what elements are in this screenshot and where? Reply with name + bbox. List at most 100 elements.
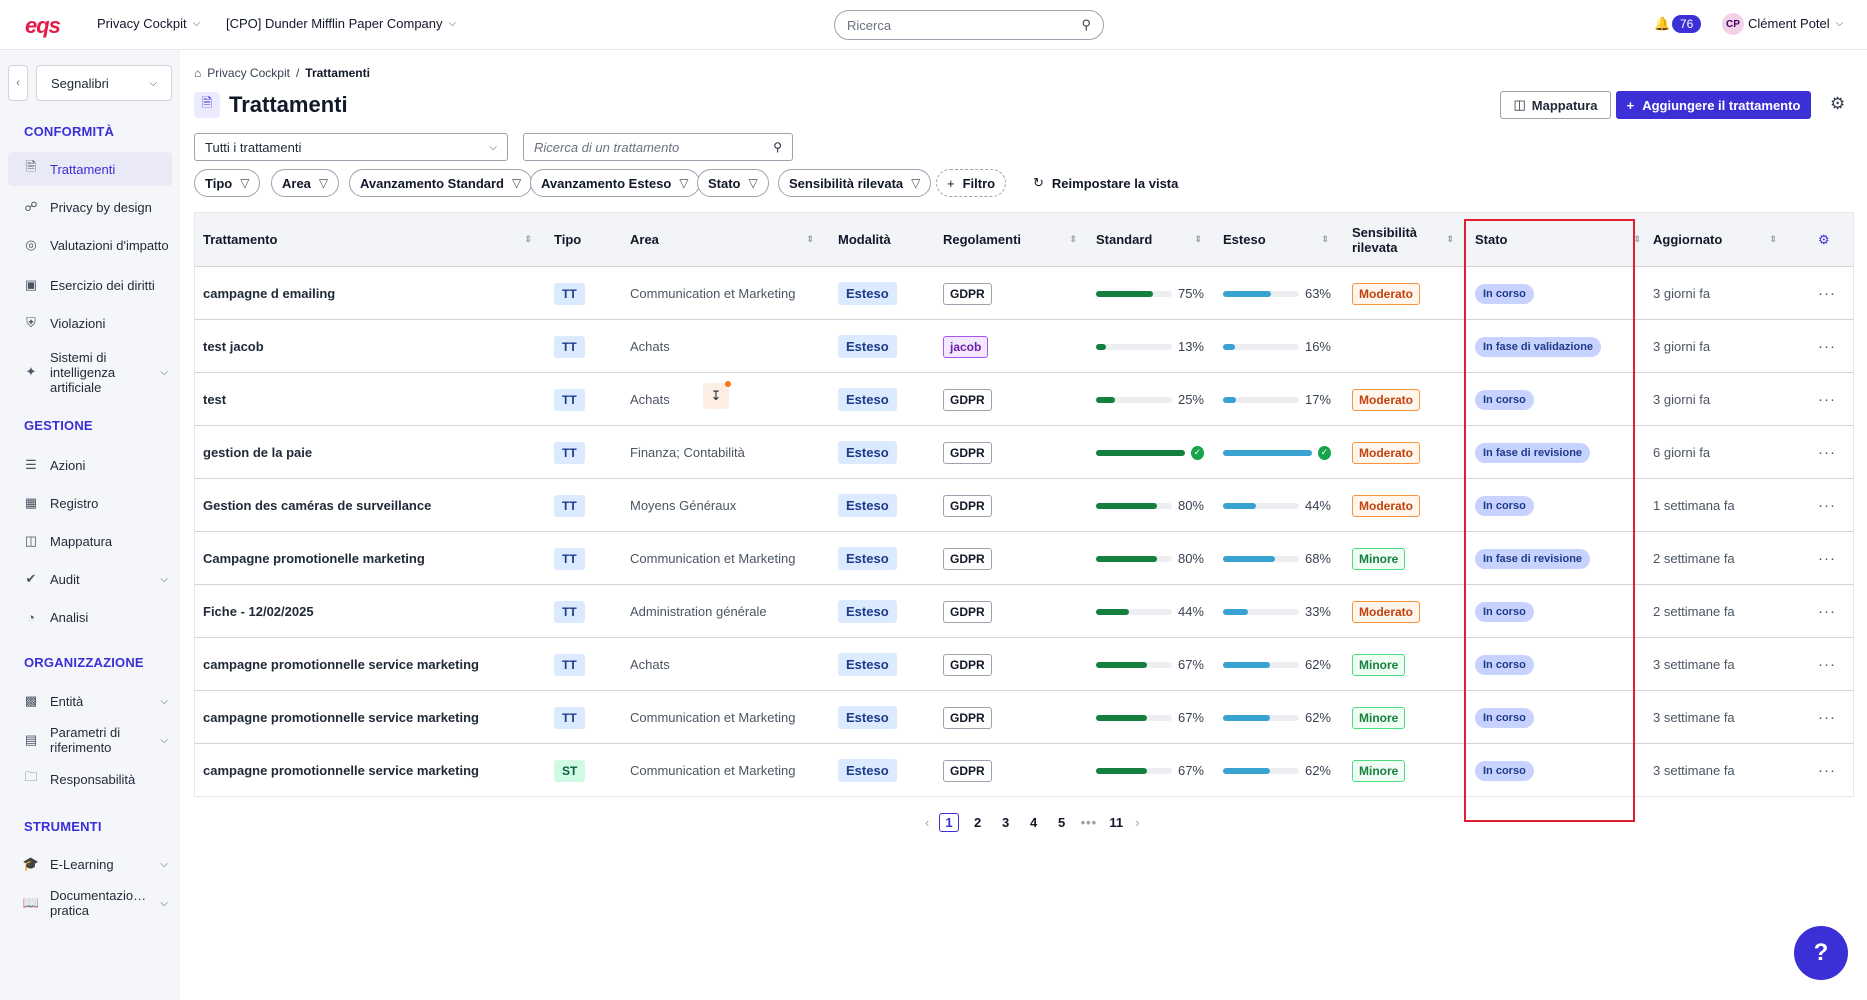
sidebar-item-responsabilita[interactable]: 🗀 Responsabilità [8, 762, 172, 796]
sidebar-item-valutazioni[interactable]: ◎ Valutazioni d'impatto [8, 228, 172, 262]
column-header-tipo[interactable]: Tipo [546, 213, 606, 266]
more-icon[interactable]: ··· [1818, 338, 1836, 355]
sidebar-item-trattamenti[interactable]: 🗎 Trattamenti [8, 152, 172, 186]
page-5[interactable]: 5 [1057, 815, 1066, 830]
sidebar-item-registro[interactable]: ▦ Registro [8, 486, 172, 520]
treatment-search-input[interactable] [534, 139, 754, 155]
breadcrumb-root[interactable]: Privacy Cockpit [207, 66, 290, 80]
search-icon[interactable]: ⚲ [1081, 17, 1091, 32]
table-row[interactable]: campagne promotionnelle service marketin… [195, 743, 1853, 796]
treatment-name[interactable]: Fiche - 12/02/2025 [203, 604, 314, 619]
treatment-name[interactable]: Gestion des caméras de surveillance [203, 498, 432, 513]
company-switcher[interactable]: [CPO] Dunder Mifflin Paper Company ⌵ [226, 16, 456, 31]
help-chat-button[interactable]: ? [1794, 926, 1848, 980]
sort-icon[interactable]: ⇕ [806, 234, 814, 244]
filter-chip-stato[interactable]: Stato ▽ [697, 169, 769, 197]
filter-chip-avanzamento-standard[interactable]: Avanzamento Standard ▽ [349, 169, 533, 197]
user-menu[interactable]: Clément Potel ⌵ [1748, 16, 1843, 31]
column-header-trattamento[interactable]: Trattamento ⇕ [195, 213, 540, 266]
sort-icon[interactable]: ⇕ [1321, 234, 1329, 244]
pagination-ellipsis[interactable]: ••• [1080, 815, 1098, 830]
table-row[interactable]: test jacob TT Achats Esteso jacob 13% 16… [195, 319, 1853, 372]
sort-icon[interactable]: ⇕ [1194, 234, 1202, 244]
filter-chip-tipo[interactable]: Tipo ▽ [194, 169, 261, 197]
sort-icon[interactable]: ⇕ [1069, 234, 1077, 244]
add-filter-button[interactable]: + Filtro [936, 169, 1007, 197]
treatment-search[interactable]: ⚲ [523, 133, 793, 161]
sort-icon[interactable]: ⇕ [1769, 234, 1777, 244]
more-icon[interactable]: ··· [1818, 444, 1836, 461]
table-row[interactable]: campagne promotionnelle service marketin… [195, 690, 1853, 743]
prev-page-icon[interactable]: ‹ [925, 815, 930, 830]
treatment-name[interactable]: campagne promotionnelle service marketin… [203, 710, 479, 725]
more-icon[interactable]: ··· [1818, 550, 1836, 567]
treatment-name[interactable]: Campagne promotionelle marketing [203, 551, 425, 566]
sidebar-item-esercizio[interactable]: ▣ Esercizio dei diritti [8, 268, 172, 302]
sidebar-item-mappatura[interactable]: ◫ Mappatura [8, 524, 172, 558]
more-icon[interactable]: ··· [1818, 762, 1836, 779]
table-row[interactable]: campagne d emailing TT Communication et … [195, 266, 1853, 319]
more-icon[interactable]: ··· [1818, 709, 1836, 726]
collapse-sidebar-button[interactable]: ‹ [8, 65, 28, 101]
column-header-area[interactable]: Area ⇕ [622, 213, 822, 266]
page-3[interactable]: 3 [1001, 815, 1010, 830]
more-icon[interactable]: ··· [1818, 391, 1836, 408]
treatment-name[interactable]: campagne d emailing [203, 286, 336, 301]
import-icon[interactable]: ↧ [703, 381, 731, 409]
sidebar-item-analisi[interactable]: ◔ Analisi [8, 600, 172, 634]
more-icon[interactable]: ··· [1818, 285, 1836, 302]
eqs-logo[interactable]: eqs [25, 13, 61, 38]
page-11[interactable]: 11 [1109, 815, 1124, 830]
more-icon[interactable]: ··· [1818, 603, 1836, 620]
search-icon[interactable]: ⚲ [773, 140, 782, 154]
sort-icon[interactable]: ⇕ [1446, 234, 1454, 244]
next-page-icon[interactable]: › [1135, 815, 1140, 830]
sidebar-item-entita[interactable]: ▩ Entità ⌵ [8, 684, 172, 718]
table-row[interactable]: Campagne promotionelle marketing TT Comm… [195, 531, 1853, 584]
mappatura-button[interactable]: ◫ Mappatura [1500, 91, 1611, 119]
sort-icon[interactable]: ⇕ [524, 234, 532, 244]
table-row[interactable]: campagne promotionnelle service marketin… [195, 637, 1853, 690]
global-search[interactable]: ⚲ [834, 10, 1104, 40]
sidebar-item-parametri[interactable]: ▤ Parametri di riferimento ⌵ [8, 722, 172, 758]
sidebar-item-audit[interactable]: ✔ Audit ⌵ [8, 562, 172, 596]
app-switcher[interactable]: Privacy Cockpit ⌵ [97, 16, 200, 31]
sidebar-item-elearning[interactable]: 🎓 E-Learning ⌵ [8, 847, 172, 881]
treatment-name[interactable]: test [203, 392, 227, 407]
avatar[interactable]: CP [1722, 13, 1744, 35]
sidebar-item-azioni[interactable]: ☰ Azioni [8, 448, 172, 482]
gear-icon[interactable]: ⚙ [1818, 232, 1830, 247]
more-icon[interactable]: ··· [1818, 656, 1836, 673]
table-row[interactable]: gestion de la paie TT Finanza; Contabili… [195, 425, 1853, 478]
column-header-standard[interactable]: Standard ⇕ [1088, 213, 1210, 266]
treatment-name[interactable]: campagne promotionnelle service marketin… [203, 763, 479, 778]
treatments-view-select[interactable]: Tutti i trattamenti ⌵ [194, 133, 508, 161]
sidebar-item-sistemi-ia[interactable]: ✦ Sistemi di intelligenza artificiale ⌵ [8, 346, 172, 398]
filter-chip-sensibilita[interactable]: Sensibilità rilevata ▽ [778, 169, 932, 197]
bell-icon[interactable]: 🔔 [1654, 16, 1671, 31]
reset-view-button[interactable]: ↻ Reimpostare la vista [1033, 175, 1178, 191]
column-header-stato[interactable]: Stato ⇕ [1467, 213, 1641, 266]
treatment-name[interactable]: gestion de la paie [203, 445, 313, 460]
global-search-input[interactable] [847, 17, 1047, 33]
table-row[interactable]: test ↧ TT Achats Esteso GDPR 25% 17% Mod… [195, 372, 1853, 425]
page-1[interactable]: 1 [939, 813, 959, 832]
column-header-sensibilita[interactable]: Sensibilità rilevata ⇕ [1344, 213, 1462, 266]
notification-count-badge[interactable]: 76 [1672, 15, 1702, 33]
sort-icon[interactable]: ⇕ [1633, 234, 1641, 244]
sidebar-item-privacy-by-design[interactable]: ☍ Privacy by design [8, 190, 172, 224]
treatment-name[interactable]: test jacob [203, 339, 264, 354]
filter-chip-avanzamento-esteso[interactable]: Avanzamento Esteso ▽ [530, 169, 700, 197]
bookmarks-select[interactable]: Segnalibri ⌵ [36, 65, 172, 101]
treatment-name[interactable]: campagne promotionnelle service marketin… [203, 657, 479, 672]
add-treatment-button[interactable]: + Aggiungere il trattamento [1616, 91, 1811, 119]
column-header-regolamenti[interactable]: Regolamenti ⇕ [935, 213, 1085, 266]
column-header-modalita[interactable]: Modalità [830, 213, 910, 266]
more-icon[interactable]: ··· [1818, 497, 1836, 514]
gear-icon[interactable]: ⚙ [1830, 94, 1846, 113]
column-header-aggiornato[interactable]: Aggiornato ⇕ [1645, 213, 1785, 266]
page-4[interactable]: 4 [1029, 815, 1038, 830]
sidebar-item-violazioni[interactable]: ⛨ Violazioni [8, 306, 172, 340]
table-row[interactable]: Fiche - 12/02/2025 TT Administration gén… [195, 584, 1853, 637]
table-row[interactable]: Gestion des caméras de surveillance TT M… [195, 478, 1853, 531]
